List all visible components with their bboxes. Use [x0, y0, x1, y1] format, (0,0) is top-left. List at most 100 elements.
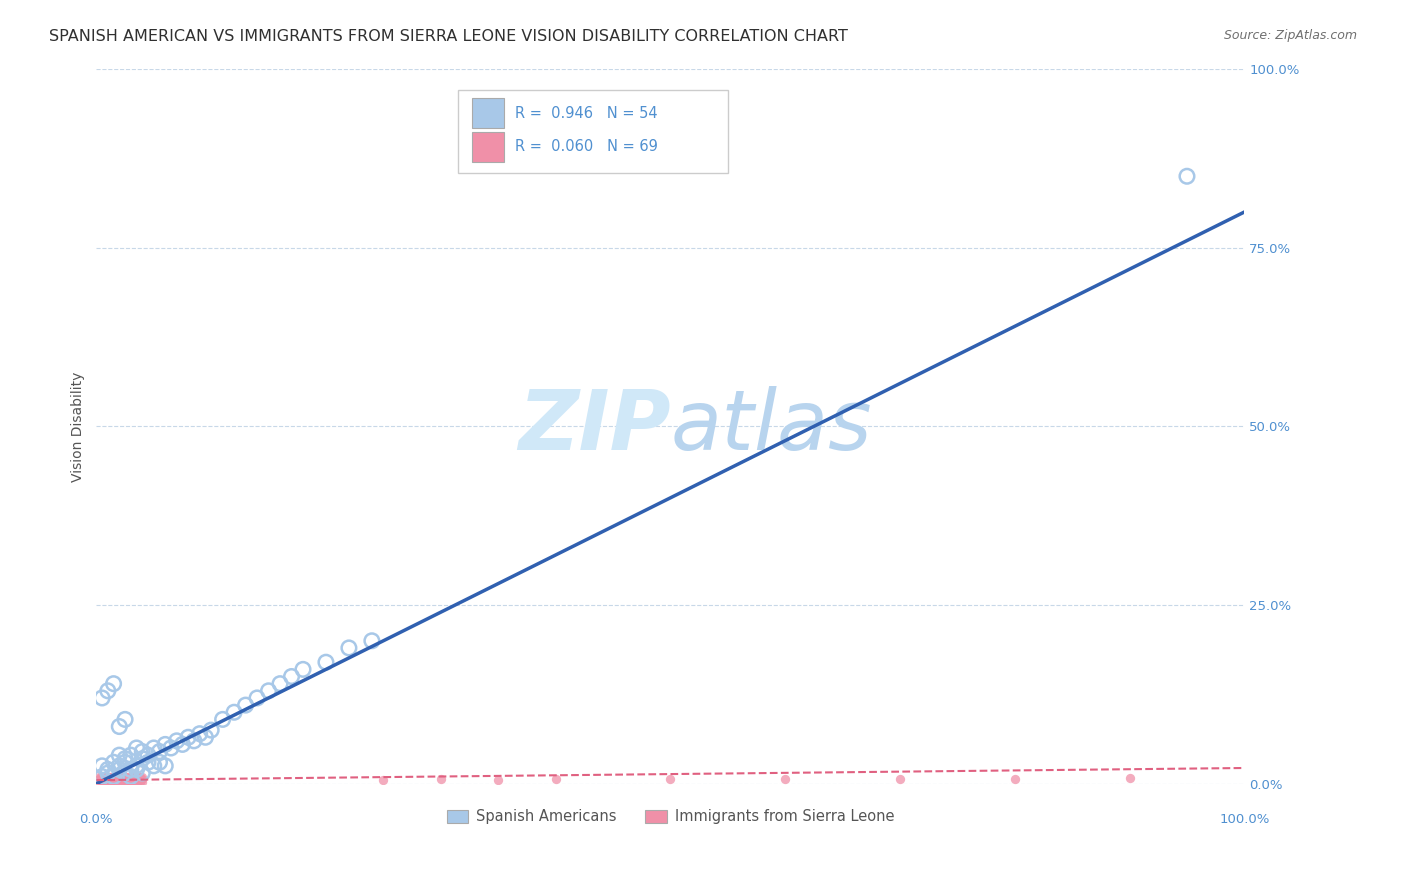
FancyBboxPatch shape [458, 90, 728, 173]
Point [114, 713, 136, 727]
Point [257, 683, 280, 698]
Point [659, 772, 682, 787]
Text: atlas: atlas [671, 386, 872, 467]
Point [98, 775, 121, 789]
Point [120, 772, 142, 787]
Point [131, 772, 153, 787]
Point [889, 772, 911, 787]
Point [117, 770, 139, 784]
Point [211, 713, 233, 727]
Point [87, 775, 110, 789]
Point [269, 676, 291, 690]
Point [97, 774, 120, 789]
Point [112, 772, 135, 787]
Point [124, 775, 146, 789]
Point [127, 770, 149, 784]
Point [114, 756, 136, 770]
Point [120, 748, 142, 763]
Point [105, 770, 128, 784]
Point [108, 774, 131, 789]
Point [773, 772, 796, 786]
Point [98, 770, 121, 784]
Point [136, 748, 159, 763]
Point [1118, 771, 1140, 785]
Point [292, 662, 315, 676]
Point [124, 772, 146, 787]
Point [94, 771, 117, 785]
Point [97, 770, 120, 784]
Point [131, 766, 153, 780]
Point [188, 727, 211, 741]
Point [101, 773, 124, 788]
Point [110, 772, 132, 786]
Point [91, 690, 114, 705]
Point [235, 698, 257, 712]
Point [91, 772, 114, 787]
Point [90, 772, 112, 786]
Point [104, 770, 127, 784]
Point [108, 763, 131, 777]
Point [103, 770, 125, 784]
Point [129, 772, 152, 786]
Point [429, 772, 451, 787]
FancyBboxPatch shape [472, 98, 503, 128]
Point [136, 756, 159, 770]
Y-axis label: Vision Disability: Vision Disability [72, 371, 86, 482]
Point [115, 771, 138, 785]
Point [148, 745, 170, 759]
Text: 0.0%: 0.0% [80, 813, 112, 826]
Point [108, 770, 131, 784]
Point [127, 773, 149, 788]
Point [120, 775, 142, 789]
Point [91, 775, 114, 789]
Point [97, 772, 120, 786]
Point [280, 669, 302, 683]
Point [183, 734, 205, 748]
Point [315, 655, 337, 669]
Point [101, 772, 124, 786]
Point [108, 772, 131, 787]
Point [114, 766, 136, 780]
Point [127, 771, 149, 785]
Point [125, 763, 148, 777]
Point [337, 640, 360, 655]
Point [108, 720, 131, 734]
Point [155, 738, 177, 752]
Point [122, 772, 145, 786]
Point [90, 774, 112, 789]
Point [87, 772, 110, 787]
FancyBboxPatch shape [472, 132, 503, 162]
Point [103, 676, 125, 690]
Point [172, 738, 194, 752]
Point [104, 771, 127, 785]
Point [131, 775, 153, 789]
Point [97, 683, 120, 698]
Point [91, 770, 114, 784]
Text: R =  0.060   N = 69: R = 0.060 N = 69 [516, 139, 658, 154]
Point [108, 748, 131, 763]
Point [94, 770, 117, 784]
Point [87, 770, 110, 784]
Point [155, 759, 177, 773]
Point [120, 770, 142, 784]
Point [103, 756, 125, 770]
Point [148, 756, 170, 770]
Point [142, 741, 165, 756]
Point [97, 766, 120, 780]
Point [120, 763, 142, 777]
Point [105, 775, 128, 789]
Point [90, 770, 112, 784]
Point [101, 770, 124, 784]
Text: SPANISH AMERICAN VS IMMIGRANTS FROM SIERRA LEONE VISION DISABILITY CORRELATION C: SPANISH AMERICAN VS IMMIGRANTS FROM SIER… [49, 29, 848, 44]
Point [131, 770, 153, 784]
Point [98, 772, 121, 787]
Point [91, 770, 114, 784]
Point [224, 705, 246, 719]
Text: Source: ZipAtlas.com: Source: ZipAtlas.com [1223, 29, 1357, 42]
Point [131, 752, 153, 766]
Point [131, 745, 153, 759]
Point [129, 774, 152, 789]
Point [108, 759, 131, 773]
Legend: Spanish Americans, Immigrants from Sierra Leone: Spanish Americans, Immigrants from Sierr… [440, 804, 900, 830]
Point [124, 770, 146, 784]
